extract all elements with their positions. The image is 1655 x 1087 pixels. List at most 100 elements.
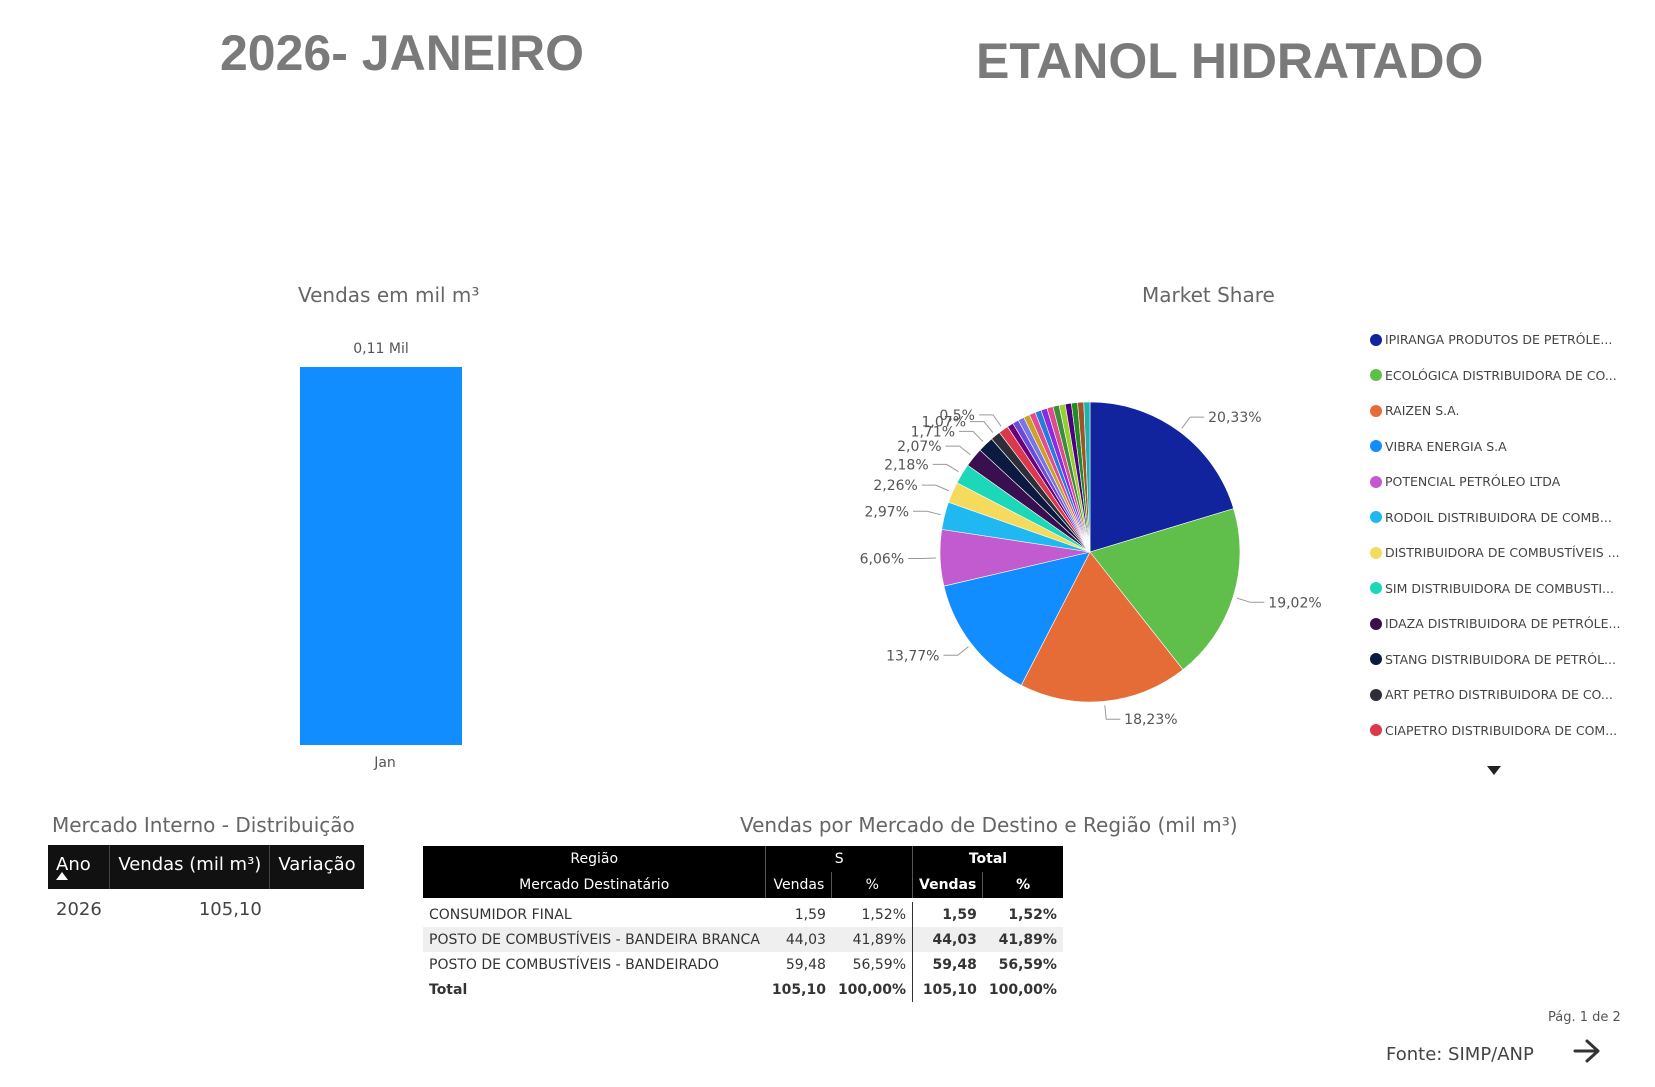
pie-slice[interactable]	[943, 551, 1091, 686]
legend-label: RODOIL DISTRIBUIDORA DE COMB...	[1385, 509, 1612, 525]
header-regiao[interactable]: Região	[423, 846, 767, 872]
legend-swatch	[1370, 369, 1382, 382]
pie-slice[interactable]	[1020, 551, 1184, 703]
vendas-destino-table: Região S Total Mercado Destinatário Vend…	[423, 846, 1063, 1002]
pie-slice[interactable]	[1089, 401, 1234, 553]
vendas-total-cell: 1,59	[942, 906, 977, 923]
legend-swatch	[1370, 724, 1382, 737]
pie-leader-line	[908, 557, 937, 560]
pct-total-cell: 56,59%	[998, 956, 1057, 973]
legend-swatch	[1370, 440, 1382, 453]
column-header-ano[interactable]: Ano	[48, 845, 111, 889]
table-row: CONSUMIDOR FINAL 1,59 1,52% 1,59 1,52%	[423, 902, 1063, 927]
legend-item[interactable]: VIBRA ENERGIA S.A	[1370, 429, 1640, 465]
ano-cell: 2026	[56, 899, 102, 920]
pie-leader-line	[932, 463, 959, 473]
vendas-s-cell: 59,48	[785, 956, 826, 973]
pie-slice-label: 1,71%	[911, 424, 955, 440]
mercado-interno-title: Mercado Interno - Distribuição	[52, 813, 355, 837]
legend-swatch	[1370, 546, 1382, 559]
legend-item[interactable]: RODOIL DISTRIBUIDORA DE COMB...	[1370, 500, 1640, 536]
legend-item[interactable]: SIM DISTRIBUIDORA DE COMBUSTI...	[1370, 571, 1640, 607]
total-pct-s: 100,00%	[831, 977, 913, 1002]
vendas-destino-title: Vendas por Mercado de Destino e Região (…	[740, 813, 1238, 837]
pie-legend: IPIRANGA PRODUTOS DE PETRÓLE... ECOLÓGICA…	[1370, 322, 1640, 748]
page-indicator: Pág. 1 de 2	[1548, 1010, 1621, 1025]
column-header-variacao[interactable]: Variação	[269, 845, 364, 889]
legend-item[interactable]: POTENCIAL PETRÓLEO LTDA	[1370, 464, 1640, 500]
pie-leader-line	[1104, 705, 1121, 720]
variacao-cell	[270, 889, 364, 930]
header-vendas-s[interactable]: Vendas	[765, 872, 833, 898]
pie-leader-line	[945, 445, 971, 456]
legend-swatch	[1370, 688, 1382, 701]
legend-swatch	[1370, 582, 1382, 595]
pct-s-cell: 1,52%	[831, 902, 913, 927]
pie-leader-line	[1236, 597, 1265, 603]
legend-swatch	[1370, 511, 1382, 524]
legend-swatch	[1370, 653, 1382, 666]
bar-chart-title: Vendas em mil m³	[298, 283, 480, 307]
legend-item[interactable]: DISTRIBUIDORA DE COMBUSTÍVEIS ...	[1370, 535, 1640, 571]
source-note: Fonte: SIMP/ANP	[1386, 1044, 1534, 1065]
x-tick-label: Jan	[373, 755, 396, 771]
legend-item[interactable]: STANG DISTRIBUIDORA DE PETRÓL...	[1370, 642, 1640, 678]
pie-slice-label: 18,23%	[1124, 712, 1177, 728]
bar[interactable]	[300, 367, 462, 745]
legend-label: RAIZEN S.A.	[1385, 403, 1460, 419]
pie-slice[interactable]	[1089, 508, 1241, 671]
legend-label: STANG DISTRIBUIDORA DE PETRÓL...	[1385, 651, 1616, 667]
vendas-total-cell: 59,48	[932, 956, 977, 973]
pie-leader-line	[921, 484, 949, 492]
header-total[interactable]: Total	[912, 846, 1063, 872]
product-title: ETANOL HIDRATADO	[976, 33, 1484, 89]
pie-leader-line	[979, 414, 1002, 427]
pie-leader-line	[970, 421, 994, 433]
pie-leader-line	[959, 430, 984, 442]
legend-label: SIM DISTRIBUIDORA DE COMBUSTI...	[1385, 580, 1614, 596]
legend-item[interactable]: IPIRANGA PRODUTOS DE PETRÓLE...	[1370, 322, 1640, 358]
pie-leader-line	[943, 646, 969, 656]
legend-item[interactable]: IDAZA DISTRIBUIDORA DE PETRÓLE...	[1370, 606, 1640, 642]
period-title: 2026- JANEIRO	[220, 25, 585, 81]
table-row: 2026 105,10	[48, 889, 364, 930]
legend-item[interactable]: CIAPETRO DISTRIBUIDORA DE COM...	[1370, 713, 1640, 749]
legend-swatch	[1370, 475, 1382, 488]
vendas-s-cell: 1,59	[794, 906, 826, 923]
pie-slice-label: 13,77%	[886, 648, 939, 664]
row-label: CONSUMIDOR FINAL	[429, 906, 572, 923]
header-mercado-destinatario[interactable]: Mercado Destinatário	[423, 872, 767, 898]
header-pct-total[interactable]: %	[982, 872, 1063, 898]
next-page-arrow-icon[interactable]	[1572, 1038, 1602, 1064]
legend-scroll-down-icon[interactable]	[1487, 766, 1501, 776]
vendas-total-cell: 44,03	[912, 927, 983, 952]
legend-item[interactable]: RAIZEN S.A.	[1370, 393, 1640, 429]
table-row: POSTO DE COMBUSTÍVEIS - BANDEIRA BRANCA …	[423, 927, 1063, 952]
pct-s-cell: 41,89%	[831, 927, 913, 952]
pie-slice[interactable]	[1083, 401, 1091, 553]
pie-slice-label: 1,07%	[922, 415, 966, 431]
pct-total-cell: 1,52%	[1008, 906, 1057, 923]
column-header-vendas[interactable]: Vendas (mil m³)	[109, 845, 271, 889]
pie-slice-label: 2,18%	[884, 457, 928, 473]
legend-item[interactable]: ECOLÓGICA DISTRIBUIDORA DE CO...	[1370, 358, 1640, 394]
legend-swatch	[1370, 404, 1382, 417]
legend-label: VIBRA ENERGIA S.A	[1385, 438, 1507, 454]
legend-label: ART PETRO DISTRIBUIDORA DE CO...	[1385, 687, 1613, 703]
total-row: Total 105,10 100,00% 105,10 100,00%	[423, 977, 1063, 1002]
pie-leader-line	[913, 510, 941, 516]
legend-item[interactable]: ART PETRO DISTRIBUIDORA DE CO...	[1370, 677, 1640, 713]
pie-slice-label: 19,02%	[1268, 595, 1321, 611]
total-pct-total: 100,00%	[988, 981, 1057, 998]
header-region-s[interactable]: S	[765, 846, 913, 872]
header-pct-s[interactable]: %	[831, 872, 913, 898]
legend-label: IPIRANGA PRODUTOS DE PETRÓLE...	[1385, 332, 1613, 348]
pie-slice-label: 0,5%	[939, 408, 975, 424]
pie-chart: 20,33% 19,02% 18,23% 13,77% 6,06% 2,97% 2,26% 2…	[860, 401, 1322, 728]
header-vendas-total[interactable]: Vendas	[912, 872, 984, 898]
legend-swatch	[1370, 617, 1382, 630]
sort-ascending-icon	[56, 872, 68, 880]
pie-slice-label: 2,97%	[865, 504, 909, 520]
total-vendas-total: 105,10	[922, 981, 977, 998]
pie-slice-label: 6,06%	[860, 552, 904, 568]
